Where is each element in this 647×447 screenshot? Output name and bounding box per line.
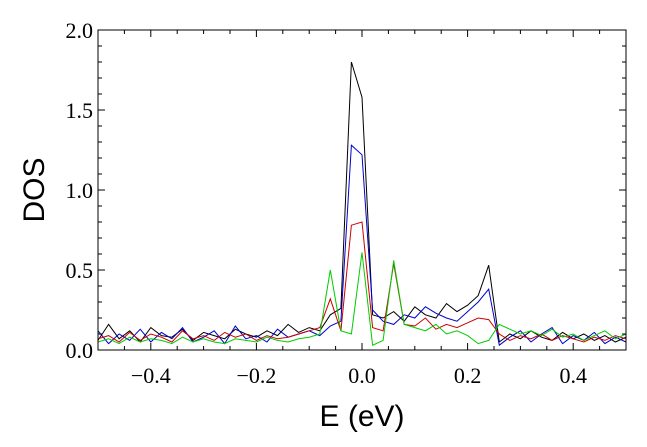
x-tick-label: 0.2 [454,363,482,388]
plot-series [97,61,627,347]
y-tick-label: 0.0 [66,338,94,363]
x-tick-label: −0.4 [131,363,171,388]
series-line-1 [97,61,627,343]
y-axis-title: DOS [18,157,51,222]
y-tick-label: 1.0 [66,178,94,203]
series-line-4 [97,252,627,346]
series-line-3 [97,221,627,343]
x-tick-label: −0.2 [236,363,276,388]
x-tick-label: 0.0 [348,363,376,388]
y-tick-label: 1.5 [66,98,94,123]
y-tick-label: 2.0 [66,18,94,43]
x-tick-labels: −0.4 −0.2 0.0 0.2 0.4 [131,363,587,388]
y-tick-label: 0.5 [66,258,94,283]
y-tick-labels: 0.0 0.5 1.0 1.5 2.0 [66,18,94,363]
series-line-2 [97,144,627,347]
plot-frame [97,29,627,351]
y-ticks [98,29,626,351]
x-tick-label: 0.4 [559,363,587,388]
x-axis-title: E (eV) [319,400,404,433]
x-ticks [97,30,627,350]
